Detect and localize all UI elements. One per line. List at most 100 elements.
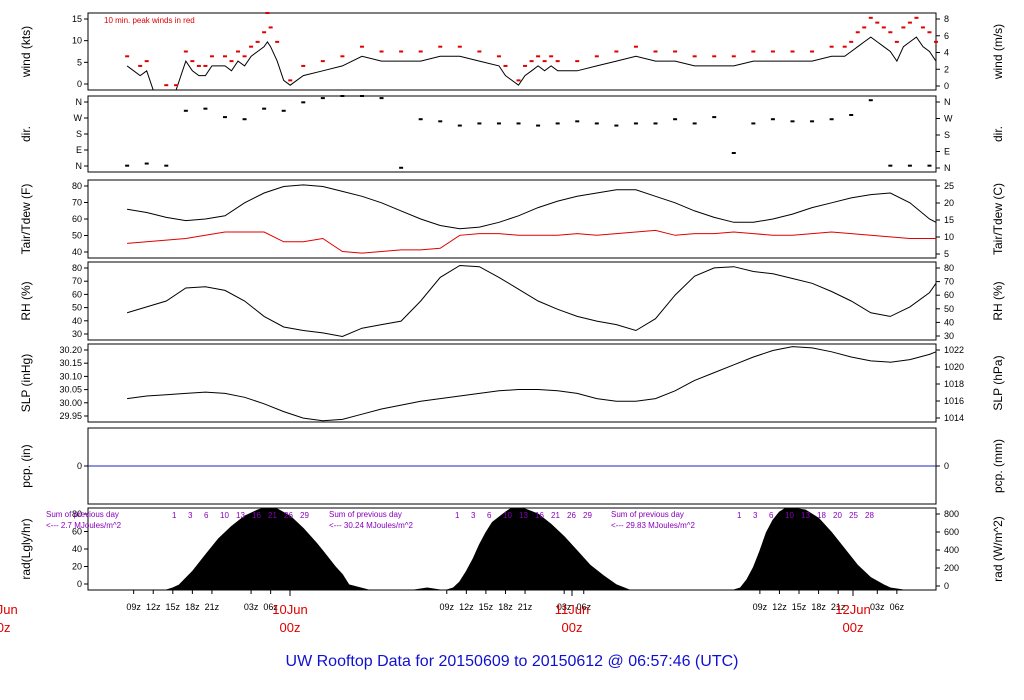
- left-axis-label: dir.: [19, 126, 33, 142]
- right-tick-label: 1020: [944, 362, 964, 372]
- right-tick-label: 5: [944, 249, 949, 259]
- data-point: [907, 164, 912, 167]
- data-point: [190, 60, 195, 63]
- daily-total: <--- 29.83 MJoules/m^2: [611, 521, 696, 530]
- left-tick-label: E: [76, 145, 82, 155]
- radiation-hour: 29: [300, 511, 309, 520]
- hour-tick-label: 21z: [831, 602, 846, 612]
- hour-tick-label: 03z: [244, 602, 259, 612]
- left-tick-label: 30.00: [59, 398, 82, 408]
- data-point: [653, 50, 658, 53]
- data-point: [222, 116, 227, 119]
- daily-total: <--- 2.7 MJoules/m^2: [46, 521, 122, 530]
- day-label-hour: 00z: [562, 620, 583, 635]
- series-tdew: [127, 229, 936, 254]
- right-tick-label: 0: [944, 81, 949, 91]
- data-point: [164, 164, 169, 167]
- panel-frame: [87, 95, 937, 173]
- series-slp: [127, 346, 937, 422]
- hour-tick-label: 03z: [557, 602, 572, 612]
- left-axis-label: wind (kts): [19, 26, 33, 78]
- left-tick-label: N: [76, 161, 83, 171]
- radiation-hour: 21: [268, 511, 277, 520]
- data-point: [692, 55, 697, 58]
- data-point: [673, 118, 678, 121]
- data-point: [673, 50, 678, 53]
- data-point: [770, 118, 775, 121]
- data-point: [888, 31, 893, 34]
- right-tick-label: 10: [944, 232, 954, 242]
- right-tick-label: 1014: [944, 413, 964, 423]
- radiation-hour: 29: [583, 511, 592, 520]
- data-point: [536, 55, 541, 58]
- data-point: [542, 60, 547, 63]
- hour-tick-label: 03z: [870, 602, 885, 612]
- data-point: [842, 45, 847, 48]
- radiation-hour: 25: [849, 511, 858, 520]
- radiation-hour: 26: [284, 511, 293, 520]
- data-point: [751, 122, 756, 125]
- data-point: [849, 114, 854, 116]
- data-point: [301, 64, 306, 67]
- data-point: [731, 152, 736, 154]
- data-point: [868, 16, 873, 19]
- data-point: [477, 50, 482, 53]
- data-point: [222, 55, 227, 58]
- data-point: [751, 50, 756, 53]
- right-tick-label: 1018: [944, 379, 964, 389]
- hour-tick-label: 12z: [146, 602, 161, 612]
- data-point: [242, 118, 247, 121]
- day-label-hour: 00z: [843, 620, 864, 635]
- left-tick-label: 30.10: [59, 371, 82, 381]
- radiation-hour: 13: [519, 511, 528, 520]
- hour-tick-label: 09z: [126, 602, 141, 612]
- panel-slp: 29.95 30.00 30.05 30.10 30.15 30.20 1014 1016 10…: [19, 343, 1005, 423]
- data-point: [418, 50, 423, 53]
- hour-tick-label: 15z: [166, 602, 181, 612]
- data-point: [810, 50, 815, 53]
- data-point: [209, 55, 214, 58]
- series-direction: [125, 95, 932, 169]
- day-label-date: 10Jun: [0, 602, 18, 617]
- left-axis-label: Tair/Tdew (F): [19, 184, 33, 255]
- series-radiation-area: [166, 507, 917, 591]
- right-tick-label: S: [944, 130, 950, 140]
- left-axis-label: SLP (inHg): [19, 354, 33, 412]
- data-point: [359, 95, 364, 97]
- data-point: [503, 64, 508, 67]
- right-axis-label: RH (%): [991, 281, 1005, 320]
- hour-tick-label: 18z: [498, 602, 513, 612]
- data-point: [516, 122, 521, 125]
- data-point: [894, 40, 899, 43]
- series-wind: [126, 36, 937, 91]
- daily-total: <--- 30.24 MJoules/m^2: [329, 521, 414, 530]
- data-point: [790, 120, 795, 123]
- right-axis-label: Tair/Tdew (C): [991, 183, 1005, 255]
- right-tick-label: 40: [944, 317, 954, 327]
- radiation-hour: 3: [188, 511, 193, 520]
- data-point: [914, 16, 919, 19]
- data-point: [712, 55, 717, 58]
- right-axis-label: rad (W/m^2): [991, 516, 1005, 582]
- data-point: [379, 97, 384, 100]
- data-point: [320, 97, 325, 100]
- hour-tick-label: 21z: [518, 602, 533, 612]
- data-point: [340, 55, 345, 58]
- data-point: [920, 26, 925, 29]
- right-tick-label: 200: [944, 563, 959, 573]
- data-point: [203, 107, 208, 110]
- data-point: [379, 50, 384, 53]
- left-axis-label: pcp. (in): [19, 444, 33, 487]
- data-point: [712, 116, 717, 119]
- radiation-hour: 3: [471, 511, 476, 520]
- data-point: [881, 26, 886, 29]
- day-label-hour: 00z: [0, 620, 10, 635]
- radiation-hour: 21: [551, 511, 560, 520]
- left-axis-label: rad(Lgly/hr): [19, 518, 33, 579]
- panel-frame: [87, 261, 937, 341]
- data-point: [790, 50, 795, 53]
- right-tick-label: 6: [944, 31, 949, 41]
- left-tick-label: 80: [72, 263, 82, 273]
- data-point: [516, 79, 521, 82]
- hour-tick-label: 06z: [263, 602, 278, 612]
